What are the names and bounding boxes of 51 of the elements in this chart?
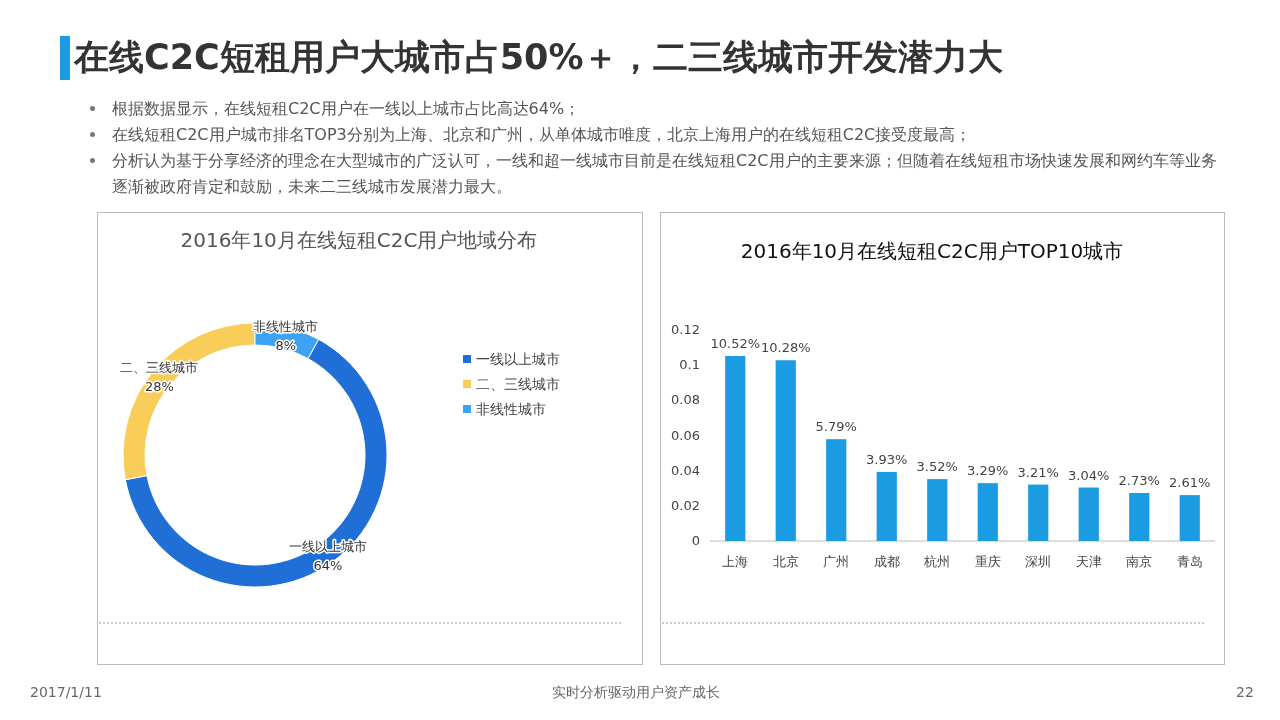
x-tick-label: 杭州 [923,554,951,569]
slice-label: 二、三线城市 [120,359,199,375]
x-tick-label: 青岛 [1176,554,1203,569]
y-tick-label: 0.1 [679,357,700,373]
y-tick-label: 0.04 [671,462,700,478]
bar [1028,484,1049,541]
data-label: 8% [275,337,297,353]
data-label: 2.73% [1118,473,1160,488]
data-label: 3.29% [967,463,1009,479]
x-tick-label: 天津 [1075,554,1102,569]
legend-label: 非线性城市 [476,401,546,417]
bar [1078,487,1099,541]
y-tick-label: 0.06 [671,427,700,443]
data-label: 10.52% [710,336,761,352]
text: 根据数据显示，在线短租C2C用户在一线以上城市占比高达64%； [112,98,582,120]
x-tick-label: 上海 [722,554,749,569]
bar [1179,495,1200,541]
x-tick-label: 成都 [873,554,900,569]
bar [775,360,796,541]
data-label: 10.28% [760,340,811,356]
bar [725,356,746,541]
bar [826,439,847,541]
bar [1129,493,1150,541]
y-tick-label: 0.02 [671,497,700,513]
x-tick-label: 重庆 [974,554,1001,569]
chart-title: 2016年10月在线短租C2C用户TOP10城市 [740,239,1124,263]
bar [927,479,948,541]
text: 在线短租C2C用户城市排名TOP3分别为上海、北京和广州，从单体城市唯度，北京上海用户的在线短租C2C接受度最高； [112,124,973,146]
legend-label: 一线以上城市 [476,351,560,367]
data-label: 3.52% [916,459,958,475]
data-label: 3.04% [1068,467,1110,483]
data-label: 5.79% [815,419,857,435]
x-tick-label: 南京 [1126,554,1153,569]
y-tick-label: 0 [691,533,700,548]
legend-label: 二、三线城市 [476,376,560,392]
text: 在线C2C短租用户大城市占50%＋，二三线城市开发潜力大 [74,36,1004,79]
x-tick-label: 深圳 [1025,554,1052,569]
x-tick-label: 北京 [772,554,799,569]
bar [876,471,897,541]
data-label: 3.93% [866,451,908,467]
chart-title: 2016年10月在线短租C2C用户地域分布 [180,228,538,252]
text: 分析认为基于分享经济的理念在大型城市的广泛认可，一线和超一线城市目前是在线短租C2C用户的主要来源；但随着在线短租市场快速发展和网约车等业务逐渐被政府肯定和鼓励，未来二三线城市发展潜力最大。 [112,150,1218,198]
data-label: 3.21% [1017,464,1059,480]
data-label: 2.61% [1169,475,1211,491]
x-tick-label: 广州 [823,554,850,569]
y-tick-label: 0.08 [671,392,700,408]
text: 2017/1/11 [30,684,102,700]
y-tick-label: 0.12 [671,322,700,337]
bar [977,483,998,541]
text: 实时分析驱动用户资产成长 [552,684,720,702]
text: 22 [1236,684,1254,700]
